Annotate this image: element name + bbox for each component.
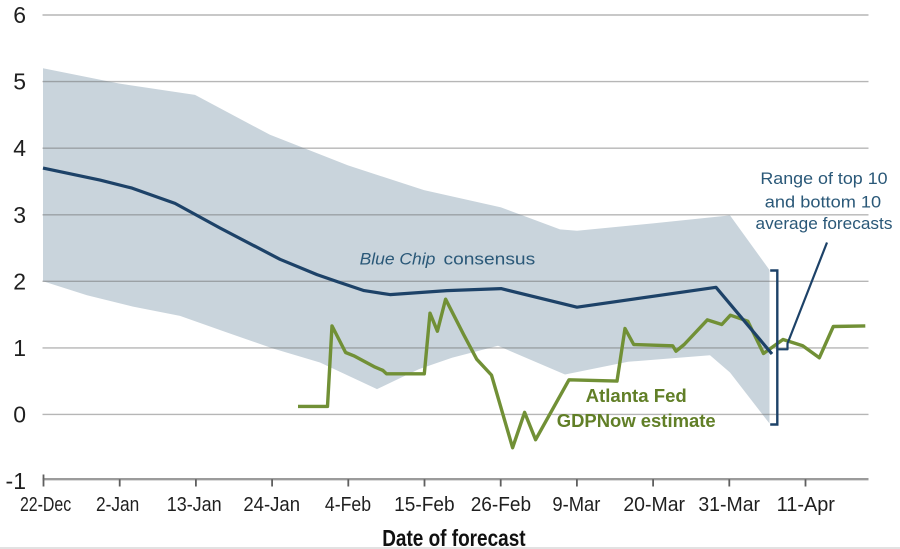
svg-text:15-Feb: 15-Feb [394, 494, 455, 516]
svg-text:11-Apr: 11-Apr [777, 494, 836, 516]
svg-text:4: 4 [13, 135, 26, 161]
svg-text:consensus: consensus [444, 250, 536, 269]
svg-text:Atlanta Fed: Atlanta Fed [586, 386, 687, 406]
svg-text:6: 6 [13, 2, 26, 28]
svg-text:5: 5 [13, 69, 26, 95]
svg-text:Date of forecast: Date of forecast [382, 525, 526, 549]
svg-text:2: 2 [13, 268, 26, 294]
svg-text:31-Mar: 31-Mar [698, 494, 760, 516]
svg-text:26-Feb: 26-Feb [471, 494, 531, 516]
svg-text:13-Jan: 13-Jan [167, 494, 222, 516]
svg-text:-1: -1 [6, 468, 26, 494]
svg-text:average forecasts: average forecasts [756, 214, 893, 233]
svg-text:22-Dec: 22-Dec [20, 494, 71, 516]
svg-text:and bottom 10: and bottom 10 [765, 193, 881, 212]
svg-text:GDPNow estimate: GDPNow estimate [557, 411, 716, 431]
svg-text:1: 1 [13, 335, 26, 361]
svg-text:Range of top 10: Range of top 10 [760, 169, 887, 188]
svg-text:0: 0 [13, 401, 26, 427]
svg-text:Blue Chip: Blue Chip [360, 250, 436, 269]
svg-text:20-Mar: 20-Mar [623, 494, 685, 516]
svg-text:3: 3 [13, 202, 26, 228]
svg-text:2-Jan: 2-Jan [96, 494, 139, 516]
svg-text:24-Jan: 24-Jan [243, 494, 300, 516]
svg-text:4-Feb: 4-Feb [325, 494, 371, 516]
svg-text:9-Mar: 9-Mar [552, 494, 600, 516]
